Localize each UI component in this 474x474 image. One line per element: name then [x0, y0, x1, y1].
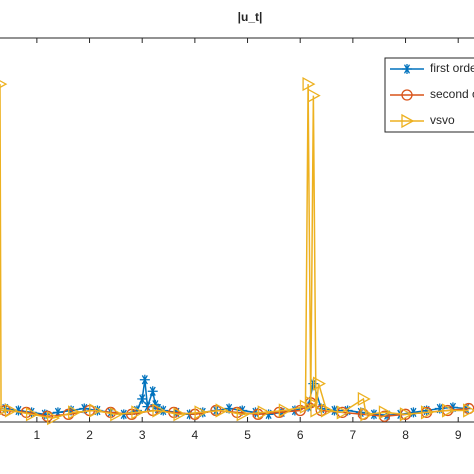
marker: [307, 88, 321, 103]
marker: [360, 407, 374, 422]
marker: [13, 405, 24, 416]
marker: [142, 401, 153, 412]
marker: [39, 409, 50, 420]
marker: [131, 405, 145, 420]
marker: [25, 407, 39, 422]
x-tick-label: 1: [34, 428, 41, 442]
marker: [194, 405, 208, 420]
marker: [110, 407, 124, 422]
marker: [463, 403, 474, 418]
marker: [336, 405, 350, 420]
marker: [399, 407, 413, 422]
x-tick-label: 8: [402, 428, 409, 442]
marker: [215, 403, 229, 418]
marker: [224, 403, 235, 414]
legend-label: second o: [430, 87, 474, 101]
legend-marker: [401, 113, 415, 129]
legend: first orde second o vsvo: [384, 57, 474, 133]
marker: [139, 374, 150, 385]
marker: [147, 386, 158, 397]
marker: [434, 403, 445, 414]
marker: [312, 376, 326, 391]
x-tick-label: 9: [455, 428, 462, 442]
marker: [0, 80, 8, 89]
x-tick-label: 6: [297, 428, 304, 442]
marker: [263, 409, 274, 420]
marker: [47, 411, 61, 426]
x-tick-label: 7: [350, 428, 357, 442]
marker: [0, 405, 9, 416]
x-tick-label: 2: [86, 428, 93, 442]
series-line: [0, 84, 469, 419]
marker: [257, 405, 271, 420]
legend-marker: [402, 64, 412, 74]
legend-label: first orde: [430, 61, 474, 75]
marker: [236, 407, 250, 422]
marker: [442, 403, 456, 418]
marker: [302, 76, 316, 92]
marker: [131, 405, 142, 416]
marker: [421, 405, 432, 416]
marker: [447, 402, 458, 413]
marker: [4, 403, 18, 418]
x-tick-label: 3: [139, 428, 146, 442]
legend-marker: [401, 89, 413, 101]
marker: [68, 405, 82, 420]
x-tick-label: 4: [192, 428, 199, 442]
marker: [310, 403, 324, 418]
marker: [278, 403, 292, 418]
marker: [320, 403, 334, 418]
marker: [173, 407, 187, 422]
marker: [368, 409, 379, 420]
marker: [357, 391, 371, 407]
marker: [420, 405, 434, 420]
marker: [89, 403, 103, 418]
chart-title: |u_t|: [238, 10, 263, 24]
marker: [382, 410, 393, 421]
marker: [152, 403, 166, 418]
marker: [408, 407, 419, 418]
legend-label: vsvo: [430, 113, 455, 127]
x-tick-label: 5: [244, 428, 251, 442]
marker: [52, 407, 63, 418]
marker: [137, 393, 148, 404]
marker: [378, 405, 392, 420]
marker: [329, 405, 340, 416]
